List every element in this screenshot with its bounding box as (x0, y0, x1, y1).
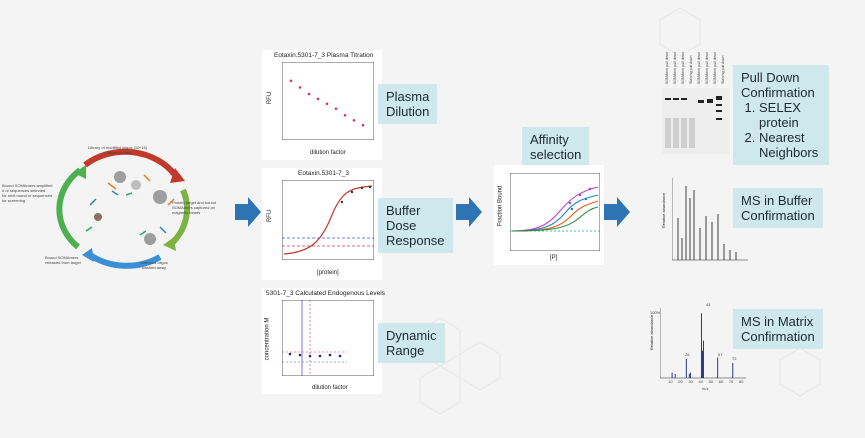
list-item: Nearest Neighbors (759, 130, 821, 160)
x-axis-label: dilution factor (312, 385, 348, 391)
y-axis-label: RFU (267, 91, 274, 105)
x-tick-label: 70 (728, 379, 734, 384)
ms-peak-label: 41 (706, 302, 711, 307)
ms-peak-label: 26 (685, 352, 690, 357)
ms-matrix-panel: Relative abundance 100% 41 26 57 72 10 20… (649, 300, 748, 392)
x-axis-label: [protein] (317, 270, 339, 276)
x-tick-label: 10 (668, 379, 673, 384)
selex-cycle-diagram: Library of modified oligos (10^15) + Tar… (0, 135, 230, 275)
arrow-right-icon (604, 197, 630, 227)
data-point (298, 86, 302, 89)
green-left-arrow-arc (56, 167, 82, 250)
gel-lane-label: SOMAmer pull down (713, 51, 717, 84)
ms-peak-label: 57 (718, 352, 723, 357)
gel-lane-label: Staining pull down (689, 55, 693, 84)
x-axis-label: dilution factor (310, 150, 346, 156)
x-axis-label: m/z (702, 386, 709, 391)
pulldown-confirmation-label: Pull Down Confirmation SELEX protein Nea… (733, 65, 829, 165)
affinity-plot (510, 173, 600, 251)
gel-lane-label: SOMAmer pull down (665, 51, 669, 84)
data-point (307, 92, 311, 96)
top-percent-label: 100% (650, 310, 661, 315)
x-tick-label: 80 (738, 379, 744, 384)
data-point (361, 123, 365, 127)
ms-buffer-confirmation-label: MS in Buffer Confirmation (733, 188, 823, 228)
gel-lane-label: Staining pull down (721, 55, 725, 84)
affinity-selection-label: Affinity selection (522, 127, 590, 167)
list-item: SELEX protein (759, 100, 821, 130)
red-arrow-arc (83, 148, 178, 177)
selex-left-top-text: Bound SOMAmers amplified # of sequences … (2, 183, 53, 203)
x-tick-label: 20 (678, 379, 683, 384)
y-axis-label: concentration M (264, 317, 271, 361)
selex-bottom-text: Unbound oligos washed away (140, 260, 168, 270)
pulldown-list: SELEX protein Nearest Neighbors (741, 100, 821, 160)
arrow-right-icon (456, 197, 482, 227)
x-tick-label: 40 (698, 379, 703, 384)
selex-top-text: Library of modified oligos (10^15) + Tar… (88, 145, 148, 155)
arrow-right-icon (235, 197, 261, 227)
gel-lane-label: SOMAmer pull down (673, 51, 677, 84)
ms-matrix-spectrum (660, 308, 746, 379)
y-axis-label: RFU (267, 209, 274, 223)
gel-image (662, 88, 730, 154)
ms-buffer-spectrum (672, 178, 748, 261)
selex-cycle-svg (56, 148, 190, 269)
y-axis-label: Relative abundance (661, 192, 667, 229)
x-tick-label: 50 (708, 379, 714, 384)
chart-title: Eotaxin.5301-7_3 (298, 170, 349, 177)
dynamic-range-panel: 5301-7_3 Calculated Endogenous Levels co… (262, 288, 385, 394)
buffer-dose-response-panel: Eotaxin.5301-7_3 RFU [protein] (262, 168, 382, 280)
dynamic-plot (282, 300, 374, 376)
data-point (352, 119, 356, 122)
data-point (316, 97, 320, 101)
ms-buffer-panel: Relative abundance (661, 178, 748, 268)
gel-lane-label: SOMAmer pull down (697, 51, 701, 84)
plasma-plot (282, 62, 374, 140)
buffer-plot (282, 180, 374, 260)
green-arrow-arc (167, 188, 190, 248)
pulldown-gel-panel: SOMAmer pull down SOMAmer pull down SOMAme… (662, 44, 730, 156)
y-axis-label: Relative abundance (649, 314, 655, 351)
dynamic-range-label: Dynamic Range (378, 323, 445, 363)
gel-lane-label: SOMAmer pull down (681, 51, 685, 84)
y-axis-label: Fraction Bound (497, 185, 504, 227)
x-tick-label: 60 (718, 379, 724, 384)
data-point (289, 79, 293, 83)
data-point (343, 114, 347, 117)
gel-lane-labels: SOMAmer pull down SOMAmer pull down SOMAme… (662, 44, 730, 88)
chart-title: Eotaxin.5301-7_3 Plasma Titration (274, 52, 374, 59)
buffer-dose-response-label: Buffer Dose Response (378, 198, 453, 253)
data-point (325, 102, 329, 106)
selex-left-bottom-text: Bound SOMAmers released from target (45, 255, 81, 265)
ms-matrix-confirmation-label: MS in Matrix Confirmation (733, 309, 823, 349)
gel-lane-label: SOMAmer pull down (705, 51, 709, 84)
x-axis-label: [P] (550, 255, 558, 261)
affinity-panel: Fraction Bound [P] (494, 165, 604, 265)
blue-arrow-arc (88, 252, 162, 269)
ms-x-ticks: 10 20 30 40 50 60 70 80 (660, 379, 746, 385)
x-tick-label: 30 (688, 379, 693, 384)
data-point (334, 107, 338, 111)
selex-right-text: Protein target and bound SOMAmers captur… (172, 200, 217, 215)
plasma-dilution-label: Plasma Dilution (378, 84, 438, 124)
ms-peak-label: 72 (732, 356, 737, 361)
chart-title: 5301-7_3 Calculated Endogenous Levels (266, 290, 385, 297)
pulldown-title: Pull Down Confirmation (741, 70, 815, 100)
plasma-titration-panel: Eotaxin.5301-7_3 Plasma Titration RFU di… (262, 50, 382, 160)
